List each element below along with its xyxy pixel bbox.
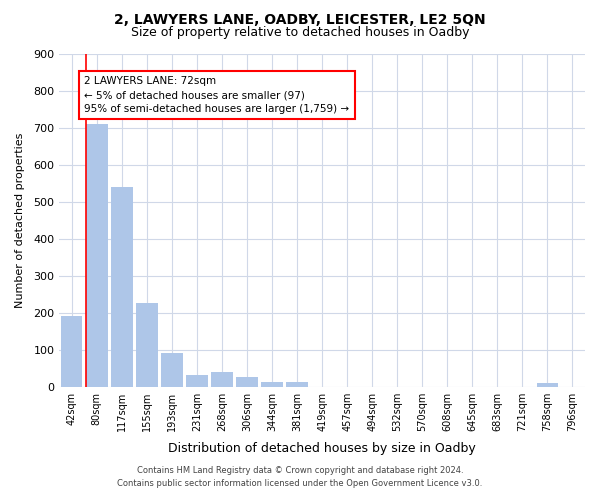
Bar — [161, 354, 182, 386]
X-axis label: Distribution of detached houses by size in Oadby: Distribution of detached houses by size … — [168, 442, 476, 455]
Y-axis label: Number of detached properties: Number of detached properties — [15, 132, 25, 308]
Bar — [211, 372, 233, 386]
Bar — [187, 375, 208, 386]
Text: 2, LAWYERS LANE, OADBY, LEICESTER, LE2 5QN: 2, LAWYERS LANE, OADBY, LEICESTER, LE2 5… — [114, 12, 486, 26]
Bar — [286, 382, 308, 386]
Text: Size of property relative to detached houses in Oadby: Size of property relative to detached ho… — [131, 26, 469, 39]
Text: Contains HM Land Registry data © Crown copyright and database right 2024.
Contai: Contains HM Land Registry data © Crown c… — [118, 466, 482, 487]
Bar — [61, 316, 82, 386]
Bar — [537, 384, 558, 386]
Bar — [236, 376, 258, 386]
Text: 2 LAWYERS LANE: 72sqm
← 5% of detached houses are smaller (97)
95% of semi-detac: 2 LAWYERS LANE: 72sqm ← 5% of detached h… — [85, 76, 349, 114]
Bar — [86, 124, 107, 386]
Bar — [262, 382, 283, 386]
Bar — [136, 304, 158, 386]
Bar — [111, 187, 133, 386]
